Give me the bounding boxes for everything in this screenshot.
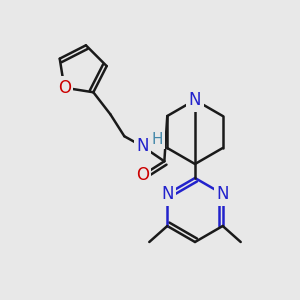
Text: N: N — [217, 185, 229, 203]
Text: O: O — [136, 166, 149, 184]
Text: H: H — [152, 132, 163, 147]
Text: N: N — [189, 91, 201, 109]
Text: N: N — [161, 185, 173, 203]
Text: N: N — [136, 137, 148, 155]
Text: O: O — [58, 79, 71, 97]
